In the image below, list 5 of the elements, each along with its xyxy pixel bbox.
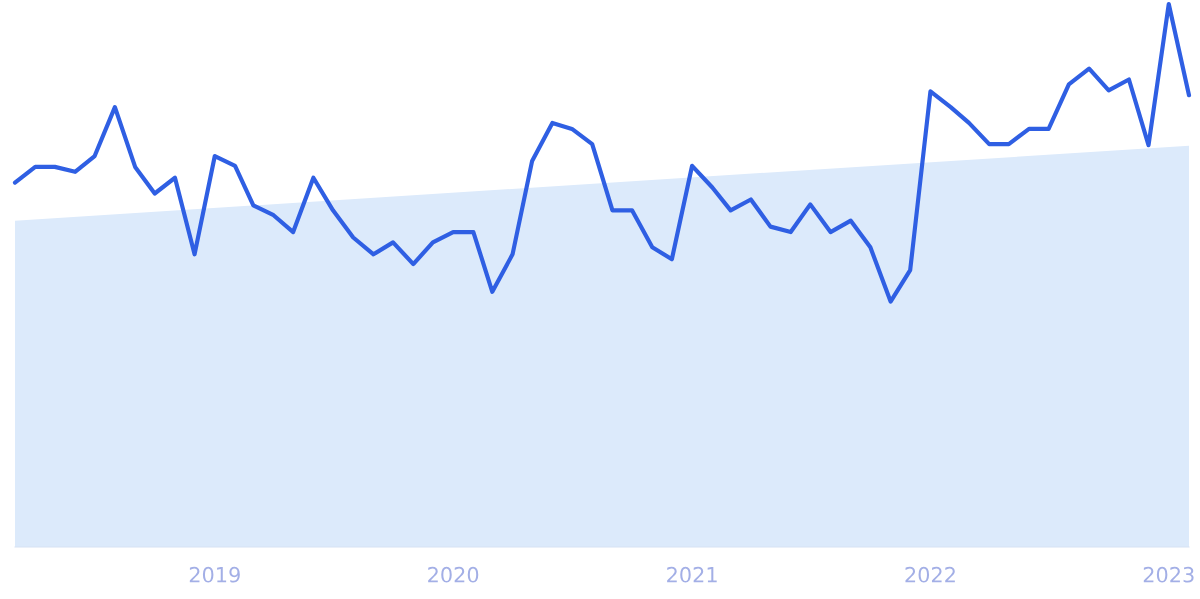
x-tick-label: 2021 <box>667 566 717 583</box>
x-tick-label: 2023 <box>1143 566 1194 583</box>
x-tick-label: 2022 <box>905 566 955 583</box>
x-tick-label: 2020 <box>428 566 479 583</box>
x-tick-label: 2019 <box>189 566 240 583</box>
